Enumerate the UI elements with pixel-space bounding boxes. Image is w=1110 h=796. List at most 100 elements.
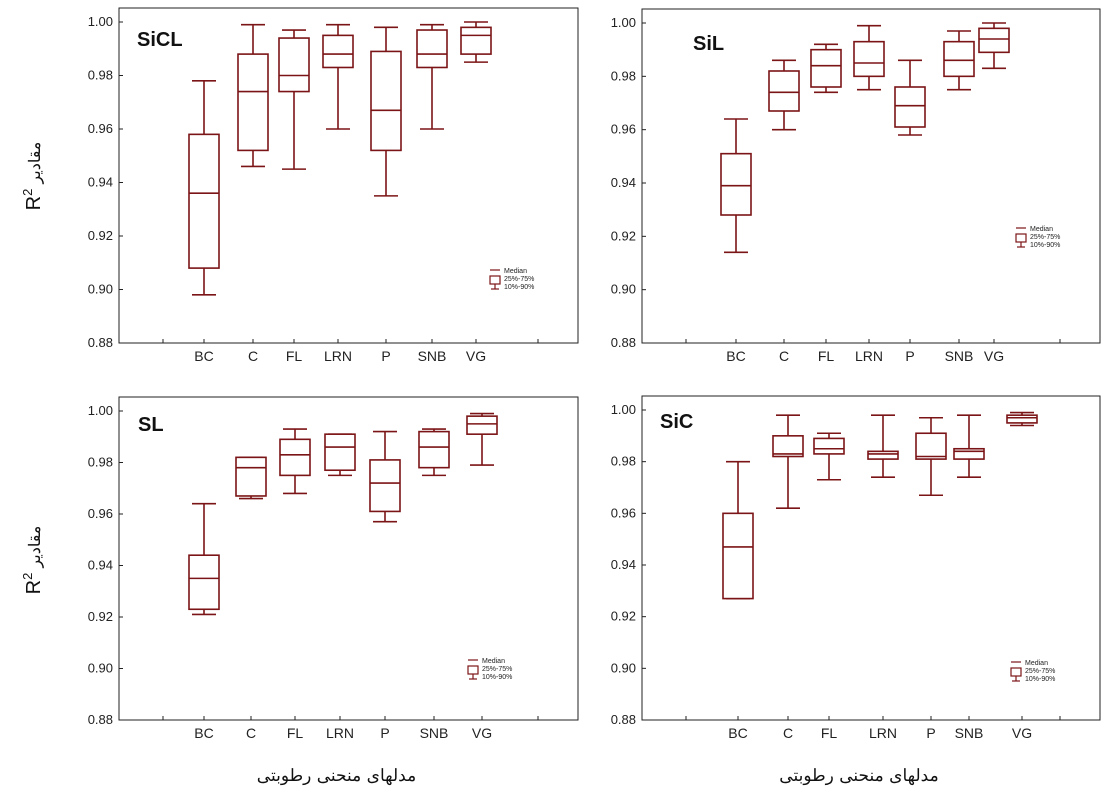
y-tick-label: 0.98 [611, 68, 636, 83]
iqr-box [188, 133, 220, 269]
x-category-label: BC [194, 725, 213, 741]
iqr-box [322, 34, 354, 69]
x-category-label: SNB [945, 348, 974, 364]
y-tick-label: 1.00 [611, 15, 636, 30]
iqr-box [466, 415, 498, 435]
x-category-label: LRN [326, 725, 354, 741]
iqr-box [1006, 414, 1038, 424]
y-tick-label: 0.98 [88, 455, 113, 470]
iqr-box [324, 433, 356, 472]
y-tick-label: 0.94 [88, 175, 113, 190]
legend-label: 10%-90% [482, 674, 512, 681]
iqr-box [369, 459, 401, 513]
legend-box-swatch [467, 665, 479, 675]
plot-frame [641, 8, 1101, 344]
legend-label: 25%-75% [504, 276, 534, 283]
panel-title: SiCL [137, 29, 183, 51]
x-category-label: LRN [855, 348, 883, 364]
y-tick-label: 0.92 [611, 609, 636, 624]
legend-label: Median [482, 658, 505, 665]
x-category-label: C [248, 348, 258, 364]
x-category-label: P [381, 348, 390, 364]
iqr-box [813, 437, 845, 455]
iqr-box [188, 554, 220, 611]
x-category-label: FL [821, 725, 838, 741]
iqr-box [867, 450, 899, 460]
x-category-label: VG [466, 348, 486, 364]
iqr-box [772, 435, 804, 458]
y-tick-label: 0.92 [88, 228, 113, 243]
iqr-box [853, 40, 885, 78]
plot-frame [641, 395, 1101, 721]
y-axis-label: R2 مقادیر [20, 526, 45, 595]
x-category-label: P [926, 725, 935, 741]
y-tick-label: 0.96 [611, 122, 636, 137]
legend-label: Median [1025, 660, 1048, 667]
x-category-label: SNB [420, 725, 449, 741]
y-tick-label: 0.94 [88, 558, 113, 573]
panel-title: SL [138, 414, 164, 436]
iqr-box [237, 53, 269, 152]
x-category-label: LRN [324, 348, 352, 364]
legend-label: Median [1030, 226, 1053, 233]
legend-label: 25%-75% [1025, 668, 1055, 675]
y-tick-label: 0.88 [611, 712, 636, 727]
iqr-box [720, 152, 752, 216]
y-tick-label: 0.96 [88, 506, 113, 521]
legend-box-swatch [1010, 667, 1022, 677]
iqr-box [722, 512, 754, 600]
y-axis-label: R2 مقادیر [20, 142, 45, 211]
x-axis-label: مدلهای منحنی رطوبتی [779, 766, 938, 786]
legend-label: 10%-90% [1025, 676, 1055, 683]
y-tick-label: 0.92 [611, 228, 636, 243]
y-tick-label: 1.00 [88, 403, 113, 418]
y-tick-label: 0.90 [611, 282, 636, 297]
x-category-label: VG [984, 348, 1004, 364]
iqr-box [768, 70, 800, 112]
iqr-box [953, 447, 985, 460]
x-category-label: LRN [869, 725, 897, 741]
y-tick-label: 0.94 [611, 175, 636, 190]
x-category-label: BC [728, 725, 747, 741]
iqr-box [416, 29, 448, 69]
x-category-label: FL [818, 348, 835, 364]
legend-label: Median [504, 268, 527, 275]
x-category-label: P [905, 348, 914, 364]
plot-frame [118, 396, 579, 721]
panel-title: SiL [693, 33, 724, 55]
x-category-label: C [779, 348, 789, 364]
iqr-box [418, 430, 450, 469]
y-tick-label: 0.96 [88, 121, 113, 136]
x-category-label: FL [287, 725, 304, 741]
plot-frame [118, 7, 579, 344]
x-category-label: C [783, 725, 793, 741]
y-tick-label: 0.88 [88, 712, 113, 727]
iqr-box [978, 27, 1010, 54]
panel-title: SiC [660, 411, 693, 433]
iqr-box [278, 37, 310, 93]
iqr-box [894, 86, 926, 128]
iqr-box [460, 26, 492, 55]
y-tick-label: 0.90 [611, 660, 636, 675]
legend-box-swatch [1015, 233, 1027, 243]
iqr-box [915, 432, 947, 460]
y-tick-label: 1.00 [88, 14, 113, 29]
x-category-label: SNB [418, 348, 447, 364]
x-axis-label: مدلهای منحنی رطوبتی [257, 766, 416, 786]
legend-box-swatch [489, 275, 501, 285]
y-tick-label: 0.90 [88, 661, 113, 676]
legend-label: 25%-75% [1030, 234, 1060, 241]
iqr-box [810, 48, 842, 88]
y-axis-label-text: R2 مقادیر [20, 142, 45, 211]
x-category-label: VG [472, 725, 492, 741]
x-category-label: BC [726, 348, 745, 364]
iqr-box [370, 50, 402, 152]
legend-label: 25%-75% [482, 666, 512, 673]
x-category-label: SNB [955, 725, 984, 741]
y-tick-label: 0.90 [88, 282, 113, 297]
iqr-box [235, 456, 267, 497]
y-tick-label: 0.92 [88, 609, 113, 624]
y-tick-label: 0.88 [88, 335, 113, 350]
y-tick-label: 0.88 [611, 335, 636, 350]
